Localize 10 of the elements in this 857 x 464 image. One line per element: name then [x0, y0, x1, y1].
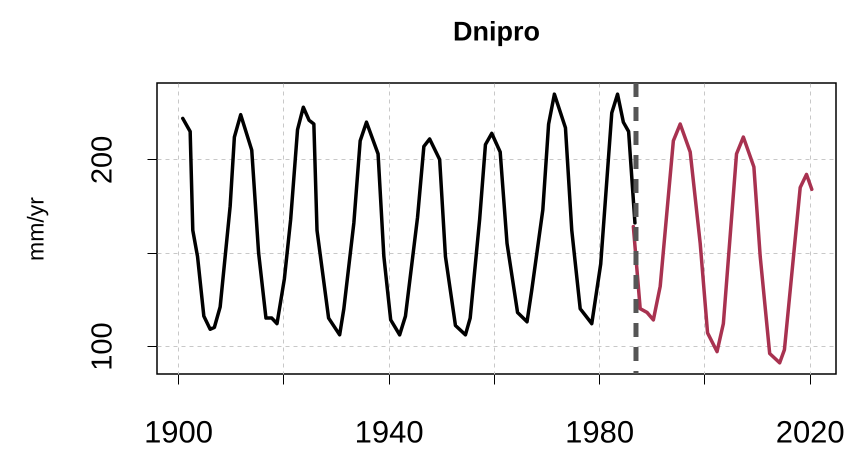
x-tick-label: 1940: [354, 414, 424, 450]
chart-title: Dnipro: [453, 16, 540, 46]
y-tick-label: 200: [86, 136, 118, 184]
y-tick-label: 100: [86, 322, 118, 371]
line-series: [181, 92, 637, 337]
x-tick-label: 2020: [776, 414, 845, 450]
line-series: [632, 122, 814, 365]
x-tick-label: 1900: [144, 414, 214, 450]
x-tick-label: 1980: [565, 414, 634, 450]
y-axis-title: mm/yr: [22, 196, 48, 261]
